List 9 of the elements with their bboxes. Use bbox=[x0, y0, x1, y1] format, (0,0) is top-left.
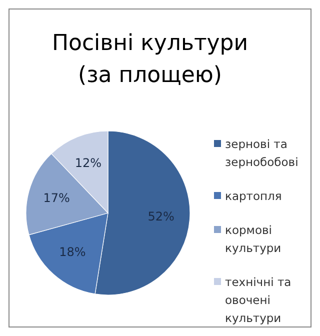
legend-label: зернові та зернобобові bbox=[225, 137, 298, 169]
legend-label: кормові культури bbox=[225, 223, 282, 255]
chart-title: Посівні культури (за площею) bbox=[52, 31, 248, 88]
data-label: 17% bbox=[43, 191, 70, 206]
legend-label: технічні та овочені культури bbox=[225, 275, 292, 325]
data-label: 12% bbox=[74, 156, 102, 170]
data-label: 52% bbox=[148, 210, 174, 224]
legend-label: картопля bbox=[225, 189, 282, 203]
data-label: 18% bbox=[59, 245, 86, 260]
